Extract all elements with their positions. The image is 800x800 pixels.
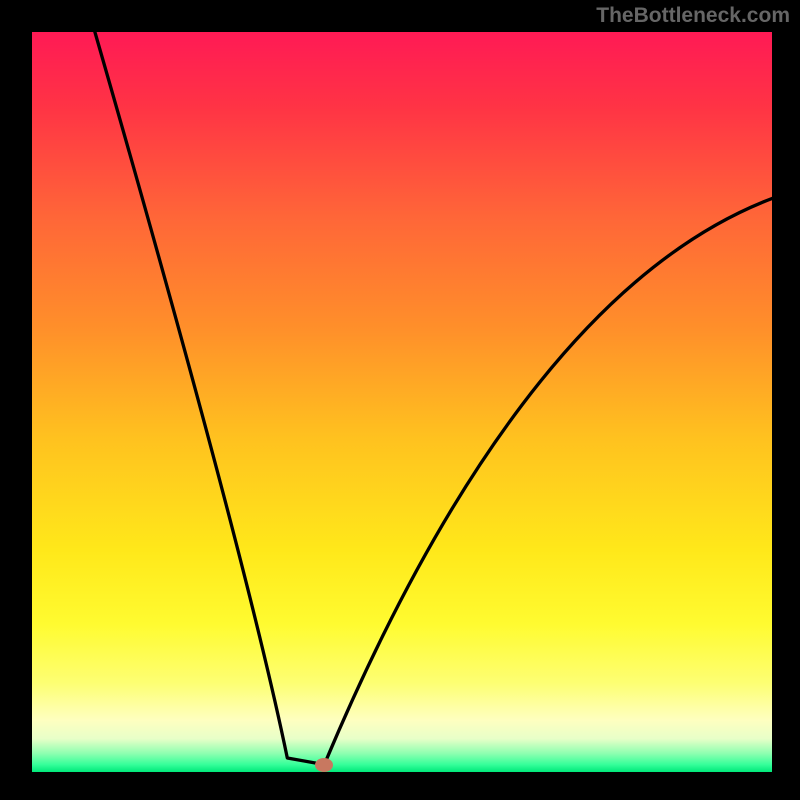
curve-path bbox=[95, 32, 772, 765]
plot-area bbox=[32, 32, 772, 772]
bottleneck-curve bbox=[32, 32, 772, 772]
watermark-text: TheBottleneck.com bbox=[596, 4, 790, 28]
optimum-marker bbox=[315, 758, 333, 772]
